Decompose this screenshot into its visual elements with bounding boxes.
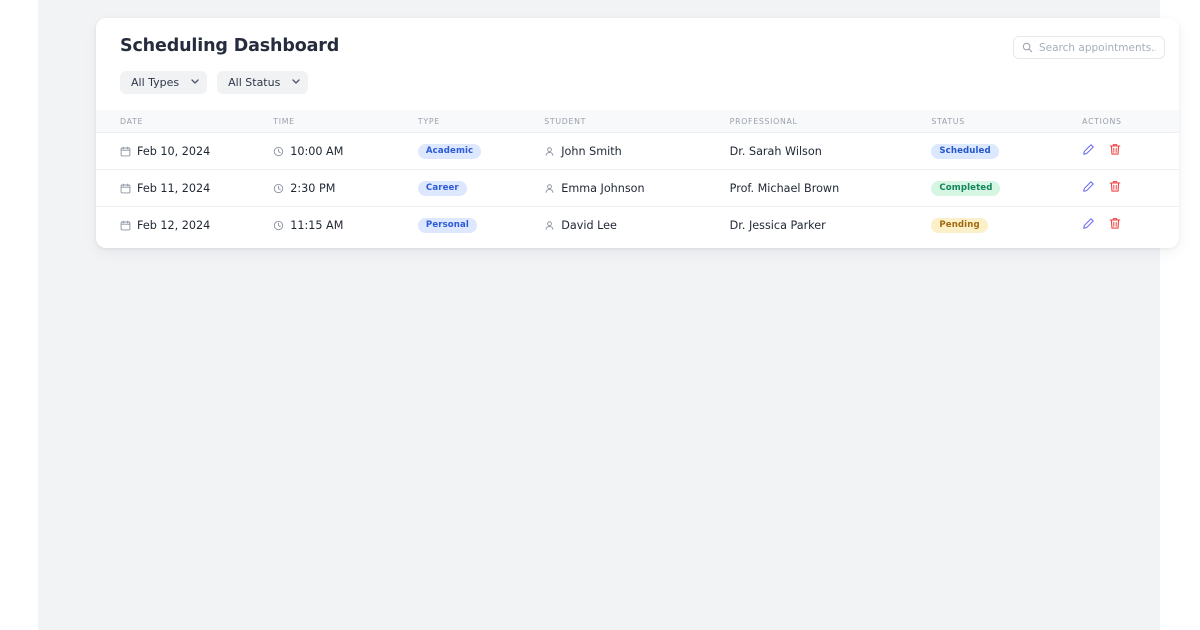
table-header: DATE TIME TYPE STUDENT PROFESSIONAL STAT… xyxy=(96,110,1179,133)
cell-status: Completed xyxy=(931,169,1083,207)
professional-name: Dr. Jessica Parker xyxy=(729,218,826,232)
time-text: 11:15 AM xyxy=(290,218,344,232)
pencil-icon xyxy=(1082,143,1095,159)
clock-icon xyxy=(273,146,284,157)
cell-type: Career xyxy=(417,169,545,207)
student-name: John Smith xyxy=(561,144,622,158)
clock-icon xyxy=(273,220,284,231)
card-header: Scheduling Dashboard All Types All Statu… xyxy=(96,18,1179,110)
cell-date: Feb 12, 2024 xyxy=(96,207,273,244)
delete-appointment-button[interactable] xyxy=(1109,180,1121,196)
cell-date: Feb 11, 2024 xyxy=(96,169,274,207)
table-row[interactable]: Feb 12, 2024 11:15 AM Personal xyxy=(96,207,1179,244)
trash-icon xyxy=(1109,143,1121,159)
calendar-icon xyxy=(120,183,131,194)
search-container[interactable] xyxy=(1013,36,1165,59)
cell-actions xyxy=(1082,207,1179,244)
delete-appointment-button[interactable] xyxy=(1109,217,1121,233)
cell-student: John Smith xyxy=(544,132,730,170)
cell-actions xyxy=(1082,169,1179,207)
cell-date: Feb 10, 2024 xyxy=(96,132,274,170)
status-badge: Pending xyxy=(931,218,988,233)
person-icon xyxy=(544,220,555,231)
cell-time: 10:00 AM xyxy=(273,132,418,170)
professional-name: Prof. Michael Brown xyxy=(729,181,840,195)
column-header-professional: PROFESSIONAL xyxy=(729,110,932,133)
appointments-table: DATE TIME TYPE STUDENT PROFESSIONAL STAT… xyxy=(96,110,1179,243)
cell-professional: Dr. Sarah Wilson xyxy=(729,132,932,170)
student-name: David Lee xyxy=(561,218,617,232)
type-filter-select[interactable]: All Types xyxy=(120,71,208,94)
cell-professional: Dr. Jessica Parker xyxy=(730,207,932,244)
cell-type: Academic xyxy=(417,132,545,170)
date-text: Feb 10, 2024 xyxy=(137,144,211,158)
cell-time: 2:30 PM xyxy=(273,169,418,207)
time-text: 2:30 PM xyxy=(290,181,336,195)
column-header-type: TYPE xyxy=(417,110,545,133)
cell-type: Personal xyxy=(417,207,544,244)
delete-appointment-button[interactable] xyxy=(1109,143,1121,159)
edit-appointment-button[interactable] xyxy=(1082,143,1095,159)
cell-time: 11:15 AM xyxy=(273,207,418,244)
date-text: Feb 11, 2024 xyxy=(137,181,211,195)
column-header-status: STATUS xyxy=(931,110,1083,133)
table-row[interactable]: Feb 10, 2024 10:00 AM Academic xyxy=(96,132,1179,170)
status-filter-select[interactable]: All Status xyxy=(217,71,309,94)
chevron-down-icon xyxy=(191,78,199,87)
trash-icon xyxy=(1109,217,1121,233)
professional-name: Dr. Sarah Wilson xyxy=(729,144,822,158)
type-filter-label: All Types xyxy=(131,76,180,89)
cell-actions xyxy=(1082,132,1179,170)
table-body: Feb 10, 2024 10:00 AM Academic xyxy=(96,132,1179,244)
search-input[interactable] xyxy=(1039,41,1156,54)
status-badge: Scheduled xyxy=(931,144,999,159)
column-header-date: DATE xyxy=(96,110,274,133)
trash-icon xyxy=(1109,180,1121,196)
student-name: Emma Johnson xyxy=(561,181,645,195)
table-header-row: DATE TIME TYPE STUDENT PROFESSIONAL STAT… xyxy=(96,110,1179,133)
type-badge: Career xyxy=(417,181,467,196)
status-filter-label: All Status xyxy=(228,76,281,89)
dashboard-card: Scheduling Dashboard All Types All Statu… xyxy=(96,18,1179,248)
edit-appointment-button[interactable] xyxy=(1082,180,1095,196)
page-background: Scheduling Dashboard All Types All Statu… xyxy=(38,0,1179,630)
cell-professional: Prof. Michael Brown xyxy=(729,169,932,207)
column-header-student: STUDENT xyxy=(544,110,730,133)
column-header-time: TIME xyxy=(273,110,418,133)
pencil-icon xyxy=(1082,180,1095,196)
cell-status: Scheduled xyxy=(931,132,1083,170)
cell-status: Pending xyxy=(931,207,1082,244)
date-text: Feb 12, 2024 xyxy=(137,218,211,232)
page-title: Scheduling Dashboard xyxy=(120,36,340,56)
person-icon xyxy=(544,183,555,194)
table-row[interactable]: Feb 11, 2024 2:30 PM Career xyxy=(96,169,1179,207)
column-header-actions: ACTIONS xyxy=(1082,110,1179,133)
chevron-down-icon xyxy=(292,78,300,87)
pencil-icon xyxy=(1082,217,1095,233)
search-icon xyxy=(1022,38,1033,57)
calendar-icon xyxy=(120,146,131,157)
time-text: 10:00 AM xyxy=(290,144,344,158)
calendar-icon xyxy=(120,220,131,231)
type-badge: Academic xyxy=(417,144,482,159)
cell-student: David Lee xyxy=(544,207,729,244)
clock-icon xyxy=(273,183,284,194)
type-badge: Personal xyxy=(417,218,477,233)
filter-bar: All Types All Status xyxy=(120,71,1155,94)
status-badge: Completed xyxy=(931,181,1001,196)
cell-student: Emma Johnson xyxy=(544,169,730,207)
person-icon xyxy=(544,146,555,157)
edit-appointment-button[interactable] xyxy=(1082,217,1095,233)
